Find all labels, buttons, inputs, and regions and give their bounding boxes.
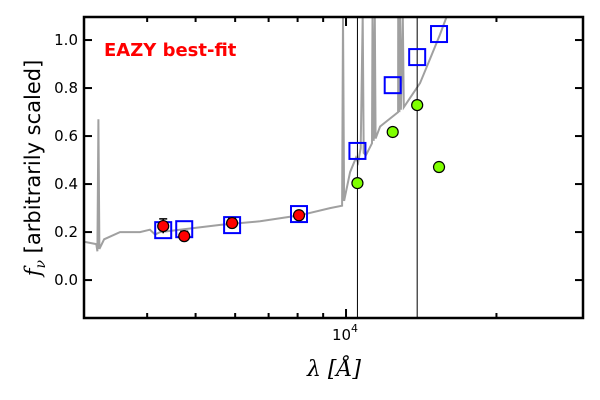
model-flux-square — [430, 25, 449, 44]
model-flux-square — [408, 48, 427, 67]
observed-flux-point — [157, 219, 170, 233]
axes-frame — [82, 15, 585, 320]
model-flux-square — [348, 141, 367, 160]
y-tick-label: 0.8 — [54, 79, 78, 97]
nir-flux-point — [411, 98, 424, 112]
model-flux-square — [289, 205, 308, 224]
y-axis-label-text: [arbitrarily scaled] — [21, 60, 45, 260]
model-flux-square — [383, 76, 402, 95]
x-tick-exponent: 4 — [351, 322, 358, 335]
y-tick-label: 1.0 — [54, 31, 78, 49]
observed-flux-point — [178, 230, 191, 243]
x-axis-label: λ [Å] — [306, 354, 361, 382]
x-tick-label: 10 — [332, 326, 351, 344]
svg-text:fν [arbitrarily scaled]: fν [arbitrarily scaled] — [21, 60, 49, 279]
y-tick-label: 0.4 — [54, 175, 78, 193]
plot-area: 0.0 0.2 0.4 0.6 0.8 1.0 10 4 — [54, 15, 585, 344]
y-tick-label: 0.6 — [54, 127, 78, 145]
nir-flux-point — [386, 125, 399, 139]
annotation-label: EAZY best-fit — [104, 40, 237, 61]
observed-flux-point — [292, 209, 306, 222]
y-axis-label: fν [arbitrarily scaled] — [21, 60, 49, 279]
nir-flux-point — [351, 177, 364, 190]
observed-flux-point — [225, 216, 239, 230]
nir-flux-point — [432, 160, 446, 174]
y-tick-label: 0.0 — [54, 271, 78, 289]
y-tick-label: 0.2 — [54, 223, 78, 241]
